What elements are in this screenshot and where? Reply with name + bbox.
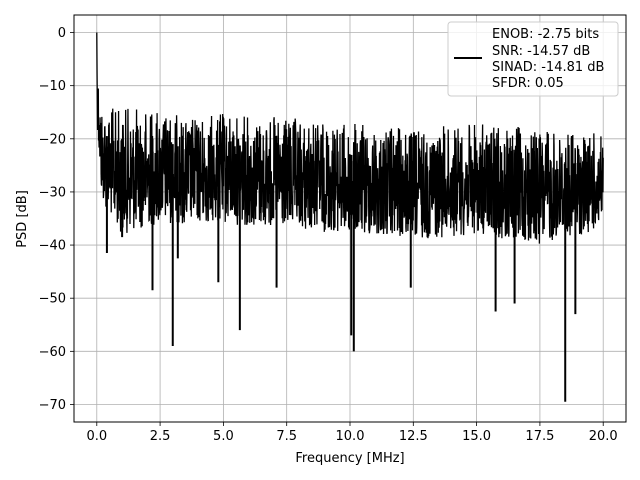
y-tick-label: −70 <box>39 398 66 413</box>
y-tick-label: −50 <box>39 292 66 307</box>
y-tick-label: −40 <box>39 239 66 254</box>
psd-line <box>96 32 604 244</box>
y-axis-label: PSD [dB] <box>15 190 30 248</box>
y-tick-label: 0 <box>58 26 66 41</box>
x-tick-label: 17.5 <box>525 429 554 444</box>
legend-box <box>447 21 619 97</box>
x-axis-ticks: 0.0 2.5 5.0 7.5 10.0 12.5 15.0 17.5 20.0 <box>86 422 618 444</box>
x-tick-label: 2.5 <box>150 429 171 444</box>
x-tick-label: 7.5 <box>276 429 297 444</box>
legend: ENOB: -2.75 bits SNR: -14.57 dB SINAD: -… <box>447 21 619 97</box>
y-tick-label: −20 <box>39 132 66 147</box>
psd-trace <box>96 32 604 402</box>
x-tick-label: 15.0 <box>462 429 491 444</box>
legend-entry-sinad: SINAD: -14.81 dB <box>492 60 604 75</box>
y-tick-label: −30 <box>39 185 66 200</box>
legend-entry-snr: SNR: -14.57 dB <box>492 44 590 59</box>
x-tick-label: 10.0 <box>336 429 365 444</box>
x-tick-label: 0.0 <box>86 429 107 444</box>
y-tick-label: −10 <box>39 79 66 94</box>
x-axis-label: Frequency [MHz] <box>295 451 404 466</box>
x-tick-label: 5.0 <box>213 429 234 444</box>
y-tick-label: −60 <box>39 345 66 360</box>
y-axis-ticks: 0 −10 −20 −30 −40 −50 −60 −70 <box>39 26 74 413</box>
x-tick-label: 20.0 <box>589 429 618 444</box>
legend-entry-enob: ENOB: -2.75 bits <box>492 27 599 42</box>
legend-entry-sfdr: SFDR: 0.05 <box>492 76 564 91</box>
x-tick-label: 12.5 <box>399 429 428 444</box>
